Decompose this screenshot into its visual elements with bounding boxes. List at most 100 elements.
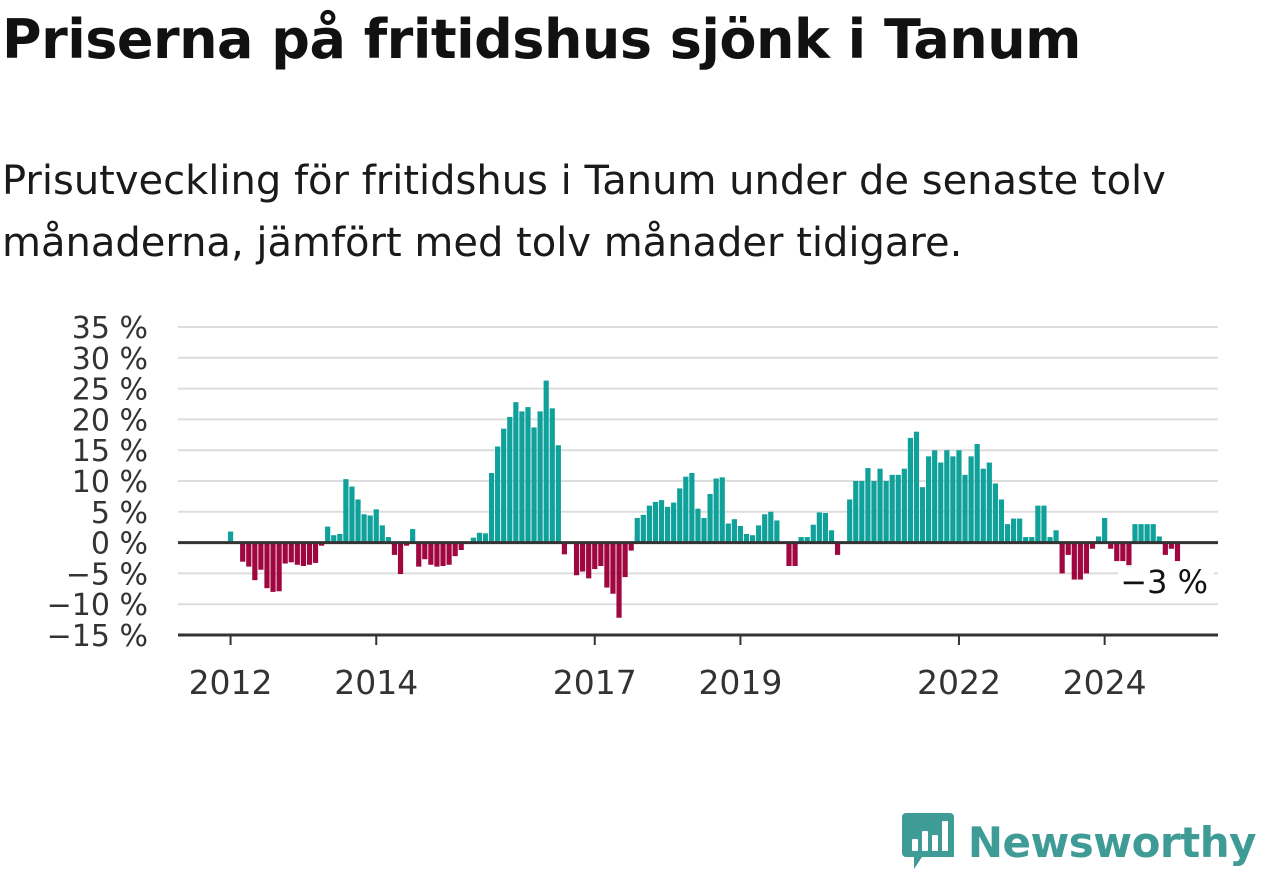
bar xyxy=(671,502,677,543)
bar xyxy=(1114,542,1120,562)
bar xyxy=(713,478,719,543)
bar xyxy=(1126,542,1132,568)
bar xyxy=(652,501,659,543)
bar xyxy=(725,523,731,543)
x-tick-label: 2017 xyxy=(553,663,637,702)
bar xyxy=(1065,542,1071,555)
bar xyxy=(859,481,865,543)
bar xyxy=(719,477,725,543)
bar xyxy=(367,515,373,543)
bar xyxy=(1102,517,1108,543)
last-value-label: −3 % xyxy=(1120,563,1208,601)
bar xyxy=(543,380,549,543)
bar xyxy=(853,481,859,543)
bar xyxy=(519,411,525,543)
bar xyxy=(871,481,877,543)
bar xyxy=(889,474,895,543)
bar xyxy=(737,525,744,543)
bar xyxy=(240,542,246,562)
bar xyxy=(1004,524,1011,543)
bar xyxy=(816,512,822,543)
bar xyxy=(616,542,622,618)
bar xyxy=(501,428,507,543)
bar xyxy=(628,542,634,551)
bar xyxy=(804,537,810,543)
x-tick-label: 2014 xyxy=(334,663,418,702)
bar xyxy=(768,511,774,543)
bar xyxy=(252,542,258,581)
bar xyxy=(658,500,665,543)
bar xyxy=(798,537,804,543)
x-tick-label: 2012 xyxy=(189,663,273,702)
bar xyxy=(1089,542,1096,549)
bar xyxy=(513,402,519,543)
bar xyxy=(1059,542,1065,574)
bar xyxy=(980,468,986,543)
bar xyxy=(428,542,434,565)
x-axis-ticks: 2012 2014 2017 2019 2022 2024 xyxy=(189,635,1147,702)
bar xyxy=(294,542,300,565)
brand-name: Newsworthy xyxy=(967,817,1257,867)
bar xyxy=(549,408,555,543)
bar xyxy=(883,481,889,543)
bar xyxy=(847,499,853,543)
brand: Newsworthy xyxy=(901,813,1257,871)
bar xyxy=(701,517,707,543)
bar xyxy=(555,445,561,543)
bar xyxy=(1156,536,1162,543)
bar xyxy=(1017,518,1023,543)
bar xyxy=(531,427,537,543)
chart-title: Priserna på fritidshus sjönk i Tanum xyxy=(2,8,1081,71)
bar xyxy=(598,542,604,567)
bar xyxy=(403,542,410,546)
y-tick-label: 35 % xyxy=(72,311,148,346)
bar xyxy=(319,542,325,546)
bar xyxy=(1053,530,1059,543)
bar xyxy=(397,542,404,575)
bar xyxy=(270,542,276,592)
bar xyxy=(1138,524,1144,543)
bar xyxy=(610,542,616,594)
bar xyxy=(695,508,701,543)
bar xyxy=(1095,536,1102,543)
bar xyxy=(640,514,646,543)
bar xyxy=(895,474,901,543)
bar xyxy=(956,450,962,543)
bar xyxy=(756,525,762,543)
bar xyxy=(962,474,968,543)
bar xyxy=(968,456,974,543)
bar xyxy=(343,479,349,543)
bar xyxy=(586,542,592,579)
bar xyxy=(434,542,440,567)
bar xyxy=(913,431,920,543)
bar xyxy=(1023,537,1029,543)
x-tick-label: 2022 xyxy=(917,663,1001,702)
y-tick-label: 10 % xyxy=(72,465,148,500)
bar xyxy=(537,411,543,543)
bar xyxy=(525,407,531,543)
y-tick-label: 25 % xyxy=(72,373,148,408)
bar xyxy=(476,532,483,543)
bar xyxy=(258,542,264,570)
bar xyxy=(331,535,337,543)
bar xyxy=(422,542,428,560)
bar xyxy=(950,456,956,543)
bar xyxy=(1174,542,1181,562)
bar xyxy=(306,542,313,565)
bar xyxy=(901,468,907,543)
bar xyxy=(1041,505,1047,543)
bar xyxy=(810,524,816,543)
bar xyxy=(1108,542,1114,549)
bar xyxy=(385,537,391,543)
y-tick-label: −5 % xyxy=(66,557,148,592)
bar xyxy=(337,533,343,543)
bar xyxy=(361,514,367,543)
bar xyxy=(926,456,932,543)
bar xyxy=(731,519,737,543)
y-tick-label: −10 % xyxy=(47,588,148,623)
bar xyxy=(828,530,835,543)
bar xyxy=(264,542,270,589)
bar xyxy=(276,542,282,592)
bar xyxy=(573,542,580,576)
y-tick-label: 0 % xyxy=(91,527,148,562)
